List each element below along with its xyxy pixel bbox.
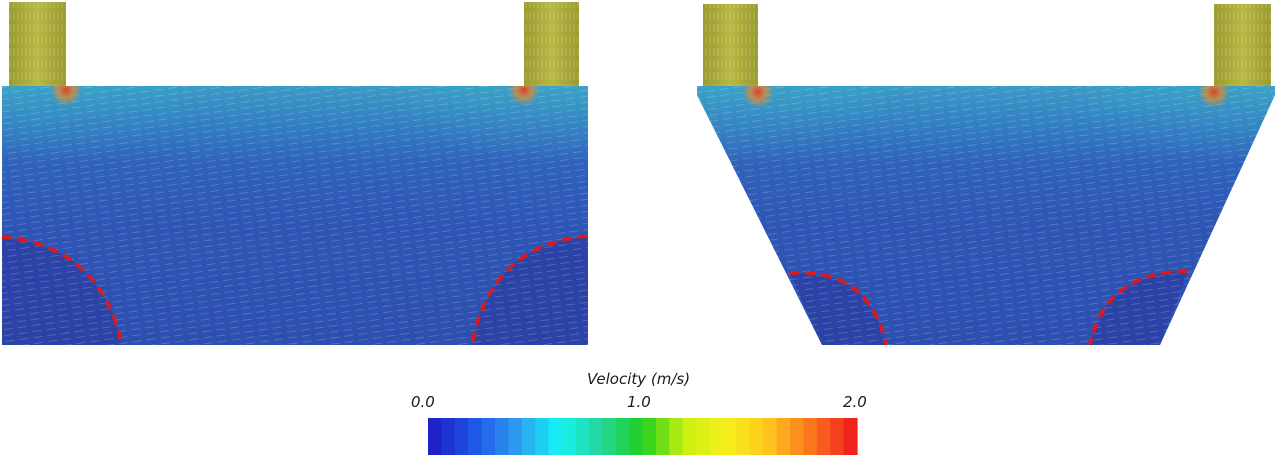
colorbar-band: [642, 418, 657, 455]
colorbar-band: [629, 418, 644, 455]
legend-tick-min: 0.0: [411, 393, 435, 411]
colorbar-band: [655, 418, 670, 455]
colorbar-band: [763, 418, 778, 455]
colorbar-band: [508, 418, 523, 455]
left-inlet-pipe: [9, 2, 66, 88]
colorbar-band: [588, 418, 603, 455]
colorbar-band: [481, 418, 496, 455]
trapezoidal-tank-panel: [697, 4, 1275, 346]
velocity-colorbar: [428, 418, 858, 455]
legend-tick-max: 2.0: [843, 393, 867, 411]
rectangular-tank-body: [2, 86, 588, 345]
dead-zone-boundary-right: [470, 234, 589, 346]
colorbar-band: [682, 418, 697, 455]
dead-zone-boundary-left: [1, 235, 124, 346]
colorbar-band: [441, 418, 456, 455]
rectangular-tank-panel: [1, 2, 589, 346]
colorbar-band: [548, 418, 563, 455]
legend-title: Velocity (m/s): [587, 370, 691, 388]
colorbar-band: [562, 418, 577, 455]
colorbar-band: [495, 418, 510, 455]
colorbar-band: [454, 418, 469, 455]
colorbar-band: [789, 418, 804, 455]
colorbar-band: [816, 418, 831, 455]
colorbar-band: [575, 418, 590, 455]
colorbar-band: [468, 418, 483, 455]
colorbar-band: [803, 418, 818, 455]
colorbar-band: [749, 418, 764, 455]
dead-zone-boundary-right: [1088, 269, 1189, 346]
colorbar-band: [669, 418, 684, 455]
trapezoidal-tank-body: [697, 86, 1275, 345]
colorbar-band: [722, 418, 737, 455]
colorbar-band: [696, 418, 711, 455]
colorbar-band: [615, 418, 630, 455]
colorbar-band: [843, 418, 858, 455]
colorbar-band: [602, 418, 617, 455]
colorbar-band: [830, 418, 845, 455]
colorbar-band: [535, 418, 550, 455]
right-outlet-pipe: [524, 2, 579, 88]
colorbar-band: [521, 418, 536, 455]
colorbar-band: [428, 418, 443, 455]
colorbar-band: [776, 418, 791, 455]
colorbar-band: [709, 418, 724, 455]
dead-zone-boundary-left: [789, 270, 888, 346]
left-inlet-pipe: [703, 4, 758, 88]
legend-tick-mid: 1.0: [627, 393, 651, 411]
right-outlet-pipe: [1214, 4, 1271, 88]
colorbar-band: [736, 418, 751, 455]
